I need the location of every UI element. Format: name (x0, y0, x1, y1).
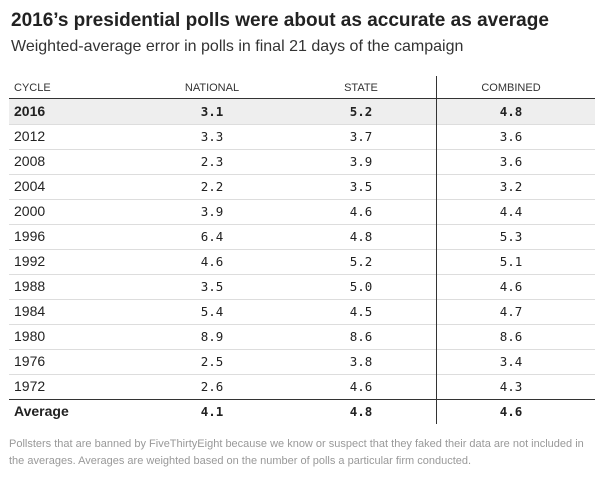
table-cell: 4.6 (499, 279, 523, 294)
table-cell: 3.2 (499, 179, 523, 194)
table-cell: 8.6 (349, 329, 373, 344)
title: 2016’s presidential polls were about as … (11, 10, 549, 31)
table-cell: 3.1 (200, 104, 224, 119)
table-cell: 8.9 (200, 329, 224, 344)
table-cell: 4.8 (499, 104, 523, 119)
table-cell: 4.8 (349, 229, 373, 244)
row-rule (9, 199, 595, 200)
column-header: STATE (344, 82, 378, 94)
row-rule (9, 249, 595, 250)
row-rule (9, 224, 595, 225)
table-cell: 2.6 (200, 379, 224, 394)
table-cell: 5.0 (349, 279, 373, 294)
table-cell: 4.7 (499, 304, 523, 319)
header-rule (9, 98, 595, 99)
footer-cell: 4.8 (349, 404, 373, 419)
subtitle: Weighted-average error in polls in final… (11, 38, 464, 55)
table-cell: 4.4 (499, 204, 523, 219)
row-label: 2000 (14, 203, 46, 219)
table-cell: 3.9 (200, 204, 224, 219)
row-label: 1976 (14, 353, 46, 369)
table-cell: 2.5 (200, 354, 224, 369)
row-rule (9, 349, 595, 350)
column-header: COMBINED (481, 82, 541, 94)
table-cell: 3.6 (499, 154, 523, 169)
table-cell: 4.6 (200, 254, 224, 269)
table-cell: 4.5 (349, 304, 373, 319)
table-cell: 5.4 (200, 304, 224, 319)
table-cell: 3.5 (349, 179, 373, 194)
row-rule (9, 374, 595, 375)
row-rule (9, 174, 595, 175)
footer-rule (9, 399, 595, 400)
footnote: Pollsters that are banned by FiveThirtyE… (9, 438, 584, 467)
table-cell: 3.3 (200, 129, 224, 144)
column-header: NATIONAL (184, 82, 240, 94)
table-cell: 3.4 (499, 354, 523, 369)
table-cell: 4.6 (349, 379, 373, 394)
table-cell: 3.7 (349, 129, 373, 144)
row-rule (9, 149, 595, 150)
table-cell: 4.6 (349, 204, 373, 219)
row-rule (9, 124, 595, 125)
column-header: CYCLE (14, 82, 51, 94)
table-cell: 5.2 (349, 104, 373, 119)
footer-label: Average (14, 403, 69, 419)
table-cell: 4.3 (499, 379, 523, 394)
row-label: 1972 (14, 378, 46, 394)
table-cell: 3.6 (499, 129, 523, 144)
row-label: 1988 (14, 278, 46, 294)
row-label: 1992 (14, 253, 46, 269)
highlight-row (9, 99, 595, 124)
table-cell: 3.9 (349, 154, 373, 169)
table-cell: 3.8 (349, 354, 373, 369)
table-cell: 8.6 (499, 329, 523, 344)
row-label: 1984 (14, 303, 46, 319)
row-label: 2008 (14, 153, 46, 169)
table-cell: 5.2 (349, 254, 373, 269)
table-cell: 5.3 (499, 229, 523, 244)
row-rule (9, 274, 595, 275)
row-label: 1996 (14, 228, 46, 244)
row-label: 2012 (14, 128, 46, 144)
row-label: 2004 (14, 178, 46, 194)
column-divider (436, 76, 437, 424)
table-cell: 5.1 (499, 254, 523, 269)
footer-cell: 4.6 (499, 404, 523, 419)
row-rule (9, 324, 595, 325)
table-cell: 2.3 (200, 154, 224, 169)
footer-cell: 4.1 (200, 404, 224, 419)
table-cell: 6.4 (200, 229, 224, 244)
table-cell: 3.5 (200, 279, 224, 294)
table-cell: 2.2 (200, 179, 224, 194)
row-rule (9, 299, 595, 300)
row-label: 2016 (14, 103, 46, 119)
row-label: 1980 (14, 328, 46, 344)
